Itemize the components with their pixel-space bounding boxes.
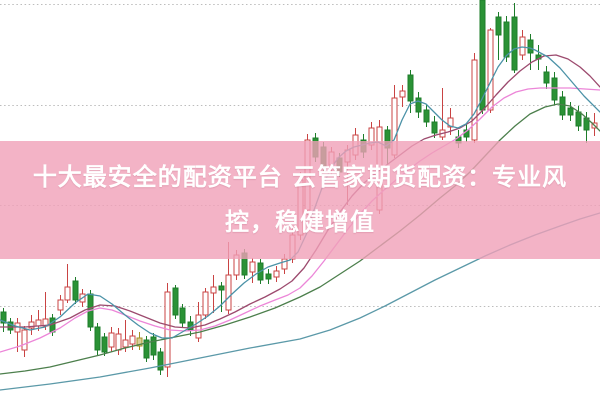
candle-body	[471, 59, 478, 141]
candle-body	[179, 307, 186, 324]
candle-body	[503, 21, 510, 58]
ma-line-ma-mid-pink	[0, 87, 600, 353]
candle-body	[519, 36, 526, 56]
candle-body	[136, 337, 143, 347]
candle-body	[431, 121, 438, 134]
candle-body	[281, 258, 288, 270]
candle-body	[218, 285, 225, 291]
candle-body	[143, 339, 150, 359]
candle-body	[64, 286, 71, 301]
candle-body	[202, 291, 209, 316]
candle-body	[0, 311, 7, 324]
candle-body	[72, 280, 79, 301]
candle-body	[157, 351, 164, 371]
candle-body	[108, 332, 115, 348]
candle-body	[551, 77, 558, 101]
candle-body	[567, 107, 574, 116]
candle-body	[28, 321, 35, 329]
candle-body	[94, 326, 101, 351]
candle-body	[559, 96, 566, 116]
candle-body	[122, 339, 129, 348]
candle-body	[7, 321, 14, 331]
candle-body	[172, 287, 179, 316]
banner-text-line1: 十大最安全的配资平台 云管家期货配资：专业风	[32, 163, 568, 191]
candle-body	[101, 336, 108, 353]
candle-body	[423, 109, 430, 123]
candle-body	[527, 39, 534, 54]
candle-body	[265, 273, 272, 280]
candle-body	[115, 333, 122, 351]
promo-banner: 十大最安全的配资平台 云管家期货配资：专业风 控，稳健增值	[0, 141, 600, 259]
candle-body	[57, 299, 64, 311]
candle-body	[21, 329, 28, 351]
candle-body	[575, 111, 582, 127]
candle-body	[407, 74, 414, 102]
candle-body	[511, 16, 518, 71]
candle-body	[495, 16, 502, 36]
banner-text-line2: 控，稳健增值	[225, 208, 375, 236]
candle-body	[35, 319, 42, 327]
candle-body	[415, 97, 422, 113]
candle-body	[150, 336, 157, 356]
candle-body	[249, 261, 256, 273]
candle-body	[225, 274, 232, 311]
candle-body	[273, 270, 280, 278]
candle-body	[210, 286, 217, 294]
candle-body	[543, 71, 550, 84]
candle-body	[129, 335, 136, 345]
candle-body	[487, 29, 494, 111]
candle-body	[447, 117, 454, 128]
candle-body	[399, 90, 406, 98]
